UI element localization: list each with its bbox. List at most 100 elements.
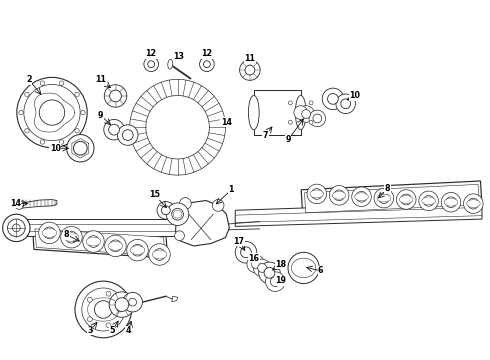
Circle shape [199,57,214,72]
Circle shape [39,100,65,125]
Circle shape [88,236,99,247]
Circle shape [40,81,45,85]
Circle shape [294,106,308,120]
Circle shape [118,125,138,145]
Ellipse shape [292,258,316,278]
Circle shape [75,281,132,338]
Text: 12: 12 [201,49,213,58]
Circle shape [7,219,25,237]
Circle shape [122,130,133,140]
Circle shape [95,301,112,318]
Circle shape [123,292,143,312]
Circle shape [309,101,313,105]
Circle shape [309,120,313,124]
Text: 17: 17 [234,237,245,246]
Text: 4: 4 [126,326,131,335]
Circle shape [83,231,104,252]
Circle shape [289,120,293,124]
Circle shape [25,92,29,96]
Circle shape [423,195,434,206]
Circle shape [464,194,483,213]
Circle shape [104,120,124,140]
Circle shape [264,267,275,278]
Ellipse shape [173,210,182,218]
Circle shape [75,92,79,96]
Circle shape [154,249,166,260]
Circle shape [74,141,87,155]
Circle shape [336,94,355,113]
Text: 13: 13 [173,52,185,61]
Circle shape [259,262,280,284]
Circle shape [157,202,174,219]
Polygon shape [35,229,165,256]
Text: 19: 19 [275,276,286,285]
Circle shape [212,199,224,211]
Circle shape [313,114,322,123]
Circle shape [82,288,125,331]
Circle shape [445,197,456,208]
Ellipse shape [466,200,480,207]
Circle shape [148,61,155,68]
Ellipse shape [377,194,391,202]
Circle shape [15,201,24,209]
Circle shape [105,235,126,257]
Text: 8: 8 [64,230,70,239]
Ellipse shape [444,198,458,206]
Ellipse shape [108,242,123,250]
Text: 12: 12 [146,49,157,58]
Ellipse shape [168,59,172,69]
Circle shape [441,193,461,212]
Text: 11: 11 [245,54,255,63]
Circle shape [266,272,285,291]
Circle shape [106,291,111,296]
Circle shape [341,99,350,109]
Text: 9: 9 [98,111,103,120]
Circle shape [247,255,265,273]
Circle shape [172,208,183,220]
Text: 8: 8 [385,184,391,193]
Ellipse shape [152,250,167,259]
Polygon shape [13,219,184,236]
Circle shape [24,85,80,141]
Text: 6: 6 [318,266,323,275]
Polygon shape [254,90,301,135]
Text: 7: 7 [263,131,268,140]
Circle shape [352,187,371,207]
Circle shape [25,129,29,133]
Circle shape [104,85,127,107]
Ellipse shape [310,190,323,198]
Circle shape [19,111,23,115]
Circle shape [240,60,260,80]
Circle shape [419,191,439,211]
Circle shape [115,298,129,311]
Circle shape [270,277,280,287]
Circle shape [328,94,338,104]
Circle shape [203,61,210,68]
Circle shape [110,240,122,252]
Circle shape [44,227,55,239]
Circle shape [374,188,393,208]
Circle shape [258,264,267,273]
Text: 18: 18 [275,260,287,269]
Circle shape [39,222,60,244]
Polygon shape [175,201,229,246]
Circle shape [66,231,77,243]
Circle shape [289,101,293,105]
Text: 9: 9 [285,135,291,144]
Circle shape [309,110,326,127]
Circle shape [61,226,82,248]
Circle shape [87,317,92,322]
Circle shape [166,203,189,225]
Circle shape [322,88,343,110]
Circle shape [401,194,412,205]
Text: 16: 16 [248,254,259,263]
Circle shape [312,189,322,199]
Ellipse shape [64,233,79,242]
Ellipse shape [86,237,101,246]
Circle shape [288,252,319,284]
Circle shape [235,242,257,263]
Text: 5: 5 [109,326,115,335]
Circle shape [12,224,20,232]
Polygon shape [19,199,57,208]
Circle shape [129,298,137,306]
